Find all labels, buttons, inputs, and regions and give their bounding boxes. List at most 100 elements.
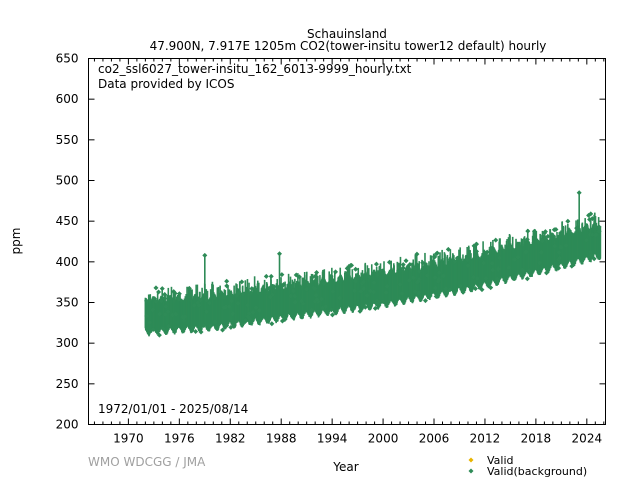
y-tick-label: 550: [56, 133, 79, 147]
data-point: [245, 302, 251, 308]
data-point: [545, 233, 551, 239]
data-point: [169, 312, 175, 318]
data-point: [163, 303, 169, 309]
data-point: [358, 288, 364, 294]
data-point: [412, 289, 418, 295]
data-point: [538, 249, 544, 255]
y-tick-label: 350: [56, 296, 79, 310]
data-point: [159, 286, 165, 292]
data-point: [494, 276, 500, 282]
data-point: [204, 309, 210, 315]
x-axis-label: Year: [332, 460, 358, 474]
data-point: [403, 258, 409, 264]
x-tick-label: 2012: [470, 432, 501, 446]
data-point: [433, 293, 439, 299]
data-point: [367, 288, 373, 294]
data-point: [488, 285, 494, 291]
data-point: [489, 260, 495, 266]
data-point: [563, 242, 569, 248]
data-point: [414, 251, 420, 257]
data-point: [432, 254, 438, 260]
data-point: [525, 228, 531, 234]
data-point: [436, 270, 442, 276]
data-point: [329, 312, 335, 318]
data-point: [309, 307, 315, 313]
data-point: [479, 287, 485, 293]
data-point: [490, 267, 496, 273]
data-point: [306, 282, 312, 288]
data-point: [364, 293, 370, 299]
data-point: [249, 286, 255, 292]
data-point: [412, 265, 418, 271]
data-point: [362, 304, 368, 310]
data-point: [313, 292, 319, 298]
data-point: [416, 290, 422, 296]
data-point: [144, 313, 150, 319]
data-point: [367, 274, 373, 280]
data-point: [581, 226, 587, 232]
data-point: [574, 225, 580, 231]
data-point: [236, 290, 242, 296]
data-point: [481, 260, 487, 266]
data-point: [253, 286, 259, 292]
data-point: [333, 269, 339, 275]
data-point: [593, 232, 599, 238]
data-point: [542, 229, 548, 235]
data-point: [556, 249, 562, 255]
data-point: [497, 255, 503, 261]
data-point: [422, 298, 428, 304]
data-point: [162, 292, 168, 298]
data-point: [267, 294, 273, 300]
data-point: [407, 262, 413, 268]
data-point: [292, 293, 298, 299]
data-spike-point: [576, 190, 582, 196]
data-point: [452, 258, 458, 264]
data-point: [224, 278, 230, 284]
data-point: [433, 285, 439, 291]
data-point: [484, 249, 490, 255]
credit-text: WMO WDCGG / JMA: [88, 455, 206, 469]
data-point: [588, 252, 594, 258]
data-point: [531, 228, 537, 234]
data-point: [166, 323, 172, 329]
y-axis-label: ppm: [9, 228, 23, 255]
data-point: [361, 286, 367, 292]
data-point: [173, 311, 179, 317]
data-point: [565, 218, 571, 224]
x-tick-label: 2018: [521, 432, 552, 446]
data-point: [157, 311, 163, 317]
data-point: [596, 224, 602, 230]
data-point: [537, 260, 543, 266]
data-point: [176, 296, 182, 302]
data-point: [352, 288, 358, 294]
data-point: [271, 284, 277, 290]
data-point: [235, 300, 241, 306]
data-point: [410, 275, 416, 281]
data-point: [406, 277, 412, 283]
data-point: [380, 299, 386, 305]
x-tick-label: 2000: [368, 432, 399, 446]
data-point: [230, 311, 236, 317]
data-point: [443, 286, 449, 292]
data-point: [256, 307, 262, 313]
y-tick-label: 300: [56, 336, 79, 350]
data-spike-point: [202, 252, 208, 258]
data-point: [197, 297, 203, 303]
data-point: [150, 307, 156, 313]
data-point: [464, 257, 470, 263]
data-point: [160, 326, 166, 332]
data-point: [201, 323, 207, 329]
data-point: [371, 280, 377, 286]
y-tick-label: 400: [56, 255, 79, 269]
data-point: [266, 286, 272, 292]
data-point: [172, 290, 178, 296]
data-point: [189, 325, 195, 331]
data-point: [373, 261, 379, 267]
data-point: [268, 273, 274, 279]
data-point: [361, 279, 367, 285]
x-tick-label: 1976: [164, 432, 195, 446]
data-point: [242, 317, 248, 323]
data-point: [523, 249, 529, 255]
data-point: [312, 286, 318, 292]
